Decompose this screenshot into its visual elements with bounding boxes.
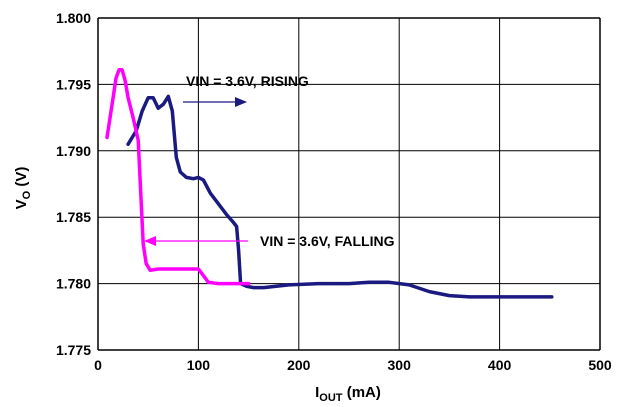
tick-labels: 0 100 200 300 400 500 1.775 1.780 1.785 1.790 1.79… [56, 10, 612, 373]
series-group [105, 68, 554, 299]
annotation-rising-arrowhead [235, 97, 247, 107]
x-axis-title-sub: OUT [319, 392, 343, 404]
y-axis-title-sub: O [21, 190, 33, 199]
annotation-rising-label: VIN = 3.6V, RISING [186, 73, 309, 89]
y-tick-label: 1.800 [56, 10, 91, 26]
x-axis-title-rest: (mA) [343, 384, 381, 401]
x-tick-label: 100 [187, 357, 211, 373]
y-axis-title-rest: (V) [13, 167, 30, 191]
x-tick-label: 200 [287, 357, 311, 373]
annotation-falling: VIN = 3.6V, FALLING [144, 233, 395, 249]
x-tick-label: 400 [488, 357, 512, 373]
y-tick-label: 1.775 [56, 342, 91, 358]
series-line-rising [126, 94, 554, 299]
y-axis-title: VO (V) [13, 167, 33, 210]
annotation-rising: VIN = 3.6V, RISING [183, 73, 309, 107]
x-tick-label: 300 [388, 357, 412, 373]
x-axis-title-main: I [315, 384, 319, 401]
y-axis-title-main: V [13, 199, 30, 209]
y-tick-label: 1.785 [56, 209, 91, 225]
y-tick-label: 1.780 [56, 276, 91, 292]
annotation-falling-label: VIN = 3.6V, FALLING [260, 233, 395, 249]
series-line-falling [105, 68, 251, 286]
annotation-falling-arrowhead [144, 236, 156, 246]
x-tick-label: 0 [94, 357, 102, 373]
y-tick-label: 1.790 [56, 143, 91, 159]
x-axis-title: IOUT (mA) [315, 384, 381, 404]
y-tick-label: 1.795 [56, 76, 91, 92]
x-tick-label: 500 [588, 357, 612, 373]
grid [97, 17, 601, 351]
